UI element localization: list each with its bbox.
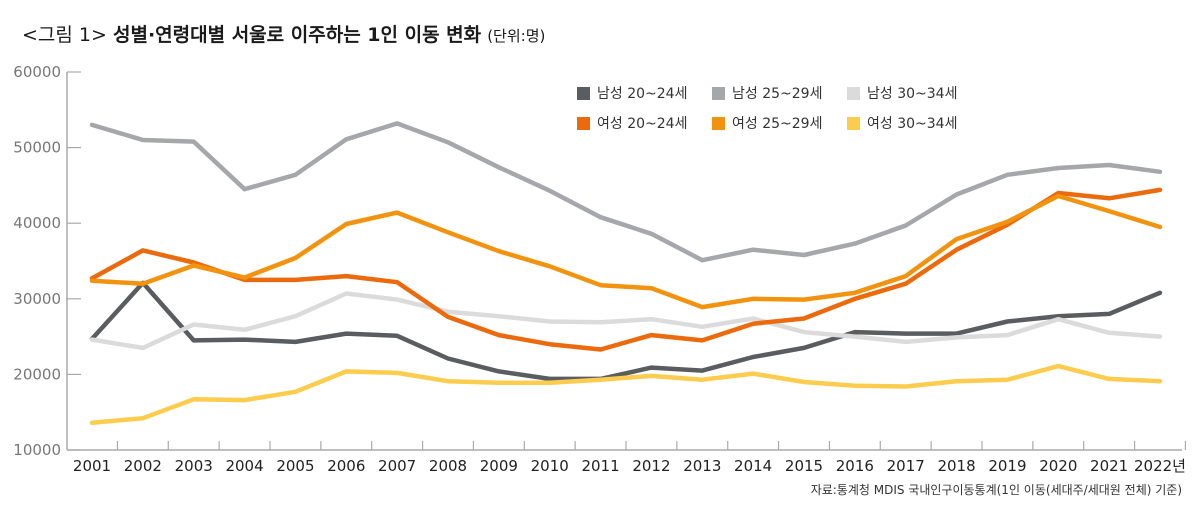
figure-number: <그림 1>	[22, 24, 107, 46]
x-tick-label: 2018	[937, 457, 975, 475]
x-tick-label: 2004	[225, 457, 263, 475]
legend-item: 여성 25~29세	[712, 113, 842, 133]
x-tick-label: 2005	[276, 457, 314, 475]
x-tick-label: 2014	[734, 457, 772, 475]
legend-label: 남성 25~29세	[732, 86, 823, 102]
x-tick-label: 2022년	[1134, 457, 1186, 475]
series-line	[89, 363, 1163, 426]
unit-label: (단위:명)	[487, 27, 546, 45]
legend-item: 남성 30~34세	[847, 83, 977, 103]
x-tick-label: 2006	[327, 457, 365, 475]
x-tick-label: 2015	[785, 457, 823, 475]
x-tick-label: 2011	[581, 457, 619, 475]
legend-item: 여성 20~24세	[577, 113, 707, 133]
y-tick-label: 40000	[13, 214, 61, 232]
legend-label: 여성 30~34세	[867, 116, 958, 132]
legend-swatch	[847, 86, 860, 100]
x-tick-label: 2021	[1090, 457, 1128, 475]
y-tick-label: 60000	[13, 63, 61, 81]
series-line	[89, 280, 1163, 382]
legend-label: 여성 20~24세	[597, 116, 688, 132]
x-tick-label: 2016	[836, 457, 874, 475]
series-line	[89, 187, 1163, 352]
legend-item: 남성 25~29세	[712, 83, 842, 103]
x-tick-label: 2020	[1039, 457, 1077, 475]
legend-item: 남성 20~24세	[577, 83, 707, 103]
x-tick-label: 2007	[378, 457, 416, 475]
legend-label: 여성 25~29세	[732, 116, 823, 132]
x-tick-label: 2003	[175, 457, 213, 475]
chart-title: <그림 1> 성별·연령대별 서울로 이주하는 1인 이동 변화 (단위:명)	[22, 20, 545, 47]
series-line	[89, 121, 1163, 263]
legend-label: 남성 20~24세	[597, 86, 688, 102]
series-line	[89, 193, 1163, 310]
series-line	[89, 291, 1163, 351]
axes: 60000 50000 40000 30000 20000 10000 2001 2002 20…	[13, 63, 1187, 475]
series-lines	[89, 121, 1163, 426]
x-tick-label: 2010	[531, 457, 569, 475]
x-tick-label: 2001	[73, 457, 111, 475]
legend-swatch	[712, 86, 725, 100]
x-tick-label: 2017	[887, 457, 925, 475]
x-tick-label: 2009	[480, 457, 518, 475]
legend-item: 여성 30~34세	[847, 113, 977, 133]
y-tick-label: 50000	[13, 139, 61, 157]
y-tick-label: 20000	[13, 365, 61, 383]
y-tick-label: 30000	[13, 290, 61, 308]
legend-swatch	[712, 116, 725, 130]
legend-swatch	[577, 86, 590, 100]
x-tick-label: 2008	[429, 457, 467, 475]
x-tick-label: 2013	[683, 457, 721, 475]
legend-swatch	[847, 116, 860, 130]
x-tick-label: 2002	[124, 457, 162, 475]
x-tick-label: 2019	[988, 457, 1026, 475]
legend-swatch	[577, 116, 590, 130]
legend-label: 남성 30~34세	[867, 86, 958, 102]
title-text: 성별·연령대별 서울로 이주하는 1인 이동 변화	[112, 24, 482, 46]
x-tick-label: 2012	[632, 457, 670, 475]
source-note: 자료:통계청 MDIS 국내인구이동통계(1인 이동(세대주/세대원 전체) 기…	[810, 483, 1182, 497]
y-tick-label: 10000	[13, 441, 61, 459]
